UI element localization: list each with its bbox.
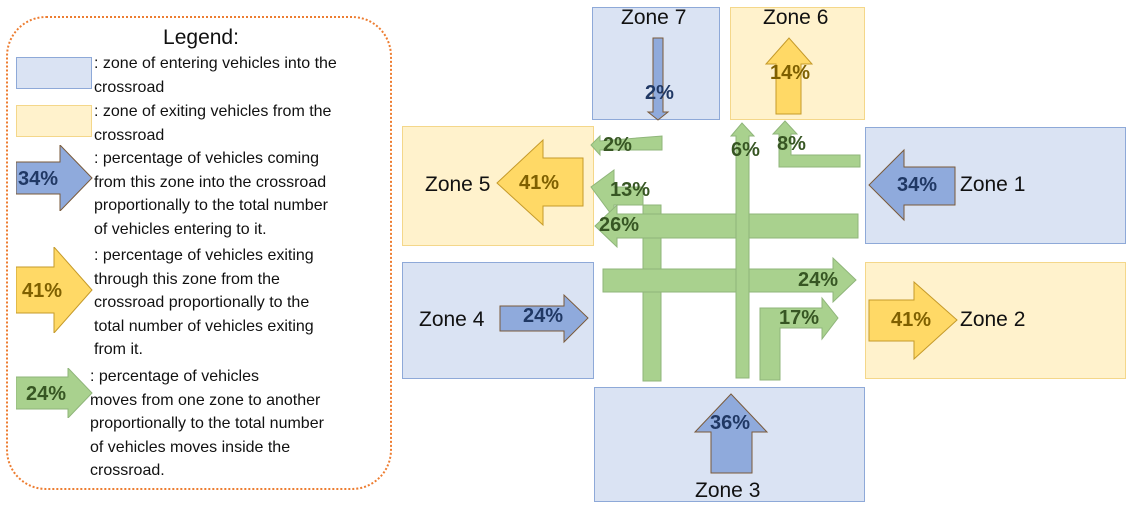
legend-line: crossroad (94, 126, 165, 144)
zone-4-entering-pct: 24% (523, 305, 564, 327)
legend-line: : percentage of vehicles exiting (94, 247, 314, 264)
legend-line: proportionally to the total number (94, 197, 328, 214)
zone-7-label: Zone 7 (621, 6, 687, 29)
flow-arrow-zone3-to-zone6 (729, 122, 756, 379)
exit-arrow-zone6 (764, 37, 814, 115)
entering-zone-swatch (16, 57, 92, 89)
flow-arrow-zone7-to-zone5 (590, 134, 663, 157)
legend-yellow-value: 41% (22, 280, 62, 302)
legend-line: : zone of exiting vehicles from the (94, 103, 332, 120)
flow-zone3-to-zone5-pct: 13% (610, 179, 651, 201)
legend-box: Legend: : zone of entering vehicles into… (6, 16, 392, 490)
legend-line: : percentage of vehicles coming (94, 150, 320, 167)
legend-line: total number of vehicles exiting (94, 317, 314, 335)
legend-line: : percentage of vehicles (90, 368, 259, 385)
exit-arrow-zone2 (868, 280, 958, 361)
zone-6-exiting-pct: 14% (770, 62, 811, 84)
legend-line: proportionally to the total number (90, 415, 324, 432)
legend-line: through this zone from the (94, 270, 280, 288)
zone-3-entering-pct: 36% (710, 412, 751, 434)
legend-blue-arrow: 34% (16, 145, 93, 211)
zone-2-exiting-pct: 41% (891, 309, 932, 331)
flow-zone4-to-zone2-pct: 24% (798, 269, 839, 291)
zone-1-label: Zone 1 (960, 173, 1026, 196)
enter-arrow-zone3 (693, 393, 769, 474)
legend-green-arrow: 24% (16, 368, 93, 418)
legend-exiting-pct-text: : percentage of vehicles exiting through… (94, 244, 314, 362)
flow-zone3-to-zone2-pct: 17% (779, 307, 820, 329)
flow-zone1-to-zone6-pct: 8% (777, 133, 806, 155)
flow-arrow-zone1-to-zone5 (594, 203, 859, 249)
legend-line: of vehicles moves inside the (90, 438, 291, 456)
legend-flow-pct-text: : percentage of vehicles moves from one … (90, 365, 324, 483)
zone-5-label: Zone 5 (425, 173, 491, 196)
zone-1-entering-pct: 34% (897, 174, 938, 196)
legend-exiting-text: : zone of exiting vehicles from the cros… (94, 100, 331, 147)
zone-1 (865, 127, 1126, 244)
flow-arrow-zone3-to-zone2 (759, 296, 839, 381)
legend-green-value: 24% (26, 383, 66, 405)
legend-entering-pct-text: : percentage of vehicles coming from thi… (94, 147, 328, 241)
legend-line: of vehicles entering to it. (94, 220, 267, 238)
flow-zone1-to-zone5-pct: 26% (599, 214, 640, 236)
zone-7-entering-pct: 2% (645, 82, 674, 104)
legend-line: from it. (94, 341, 143, 358)
zone-2-label: Zone 2 (960, 308, 1026, 331)
flow-arrow-zone1-to-zone6 (771, 120, 861, 168)
flow-zone3-to-zone6-pct: 6% (731, 139, 760, 161)
zone-5-exiting-pct: 41% (519, 172, 560, 194)
zone-3-label: Zone 3 (695, 479, 761, 502)
flow-zone7-to-zone5-pct: 2% (603, 134, 632, 156)
enter-arrow-zone4 (499, 293, 589, 344)
legend-line: crossroad proportionally to the (94, 294, 310, 311)
legend-entering-text: : zone of entering vehicles into the cro… (94, 52, 337, 99)
enter-arrow-zone7 (646, 37, 670, 121)
flow-arrow-zone4-to-zone2 (602, 256, 857, 304)
legend-line: crossroad. (90, 462, 165, 479)
legend-line: : zone of entering vehicles into the (94, 55, 337, 72)
legend-line: from this zone into the crossroad (94, 173, 327, 191)
legend-line: moves from one zone to another (90, 391, 321, 409)
exit-arrow-zone5 (496, 138, 584, 227)
legend-yellow-arrow: 41% (16, 247, 93, 333)
enter-arrow-zone1 (868, 148, 956, 222)
zone-4-label: Zone 4 (419, 308, 485, 331)
legend-line: crossroad (94, 78, 165, 96)
exiting-zone-swatch (16, 105, 92, 137)
legend-blue-value: 34% (18, 168, 58, 190)
zone-6-label: Zone 6 (763, 6, 829, 29)
legend-title: Legend: (163, 26, 239, 49)
